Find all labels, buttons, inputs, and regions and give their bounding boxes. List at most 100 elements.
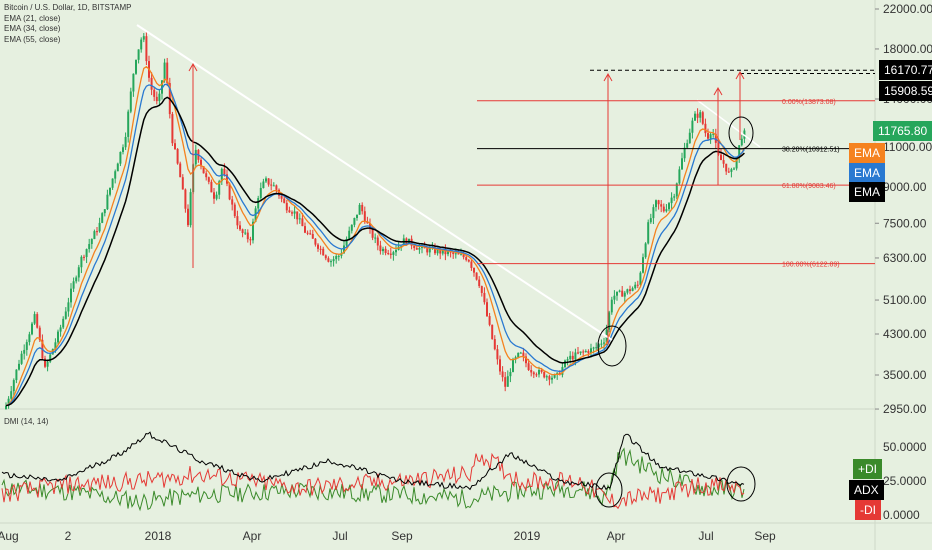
candle-body [137, 49, 140, 60]
arrow-recent-head [713, 86, 723, 96]
candle-body [389, 253, 392, 255]
ema34-tag: EMA [849, 163, 886, 183]
candle-body [213, 192, 215, 199]
fib-level-label: 0.00%(13873.08) [782, 99, 836, 106]
candle-body [127, 111, 130, 137]
candle-body [171, 114, 174, 144]
fib-level-label: 38.20%(10912.51) [782, 147, 840, 154]
candle-body [395, 249, 397, 253]
price-tag-16170: 16170.77 [879, 60, 932, 80]
candle-body [5, 405, 7, 410]
candle-body [124, 136, 127, 148]
candle-body [626, 289, 629, 293]
candle-body [579, 351, 582, 354]
candle-body [449, 251, 452, 253]
candle-body [296, 211, 299, 220]
candle-body [291, 212, 293, 214]
candle-body [184, 189, 187, 209]
candle-body [62, 318, 65, 328]
candle-body [96, 231, 98, 233]
candle-body [142, 36, 145, 40]
candle-body [629, 289, 631, 292]
highlight-circle-breakout [597, 325, 627, 367]
candle-body [262, 181, 265, 189]
candle-body [75, 277, 78, 282]
ema55-tag: EMA [849, 182, 886, 202]
candle-body [522, 352, 525, 357]
arrow-breakout-head [603, 72, 613, 82]
candle-body [285, 202, 288, 211]
candle-body [106, 194, 109, 210]
candle-body [569, 355, 572, 360]
dmi-legend: DMI (14, 14) [4, 417, 49, 426]
candle-body [592, 347, 595, 349]
candle-body [330, 261, 332, 263]
candle-body [15, 369, 18, 381]
candle-body [51, 348, 54, 355]
candle-body [239, 225, 241, 230]
candle-body [517, 352, 520, 358]
candle-body [493, 339, 496, 350]
candle-body [696, 113, 699, 118]
candle-body [371, 228, 374, 238]
candle-body [236, 216, 239, 226]
recent-trendline [696, 99, 761, 148]
candle-body [574, 352, 577, 360]
candle-body [358, 204, 361, 215]
candle-body [163, 62, 166, 81]
candle-body [353, 218, 356, 225]
candle-body [122, 147, 124, 152]
candle-body [514, 357, 517, 360]
candle-body [538, 369, 540, 375]
fib-level-label: 100.00%(6122.89) [782, 262, 840, 269]
time-axis-label: Sep [391, 529, 413, 543]
candle-body [673, 196, 676, 198]
candle-body [304, 226, 306, 233]
candle-body [548, 376, 551, 380]
candle-body [278, 189, 280, 196]
candle-body [23, 349, 26, 354]
candle-body [80, 256, 83, 268]
candle-body [597, 344, 600, 348]
candle-body [103, 209, 106, 214]
candle-body [540, 369, 543, 372]
candle-body [223, 168, 226, 175]
candle-body [259, 188, 262, 199]
candle-body [725, 163, 728, 172]
candle-body [327, 258, 330, 262]
price-tag-15908: 15908.59 [879, 81, 932, 101]
time-axis-label: Jul [698, 529, 713, 543]
ema55-line [5, 96, 745, 407]
candle-body [740, 138, 743, 146]
candle-body [210, 181, 213, 193]
last-price-tag: 11765.80 [873, 121, 932, 141]
candle-body [114, 171, 117, 179]
candle-body [311, 234, 314, 239]
candle-body [426, 248, 429, 253]
plus-di-tag: +DI [853, 459, 883, 479]
ema21-legend: EMA (21, close) [4, 14, 61, 23]
candle-body [46, 361, 49, 367]
candle-body [631, 288, 634, 292]
candle-body [132, 73, 135, 92]
candle-body [332, 259, 335, 262]
minus-di-line [1, 452, 745, 510]
candle-body [301, 218, 304, 227]
candle-body [379, 245, 382, 252]
candle-body [155, 96, 158, 102]
candle-body [457, 253, 460, 255]
candle-body [525, 356, 527, 364]
candle-body [70, 288, 72, 303]
candle-body [158, 93, 161, 102]
candle-body [727, 171, 730, 173]
candle-body [356, 214, 358, 219]
candle-body [145, 36, 148, 62]
price-tick-label: 4300.00 [883, 327, 927, 341]
candle-body [491, 324, 494, 340]
candle-body [675, 183, 678, 197]
candle-body [363, 211, 366, 222]
candle-body [140, 39, 143, 50]
candle-body [267, 178, 270, 185]
candle-body [348, 230, 351, 239]
